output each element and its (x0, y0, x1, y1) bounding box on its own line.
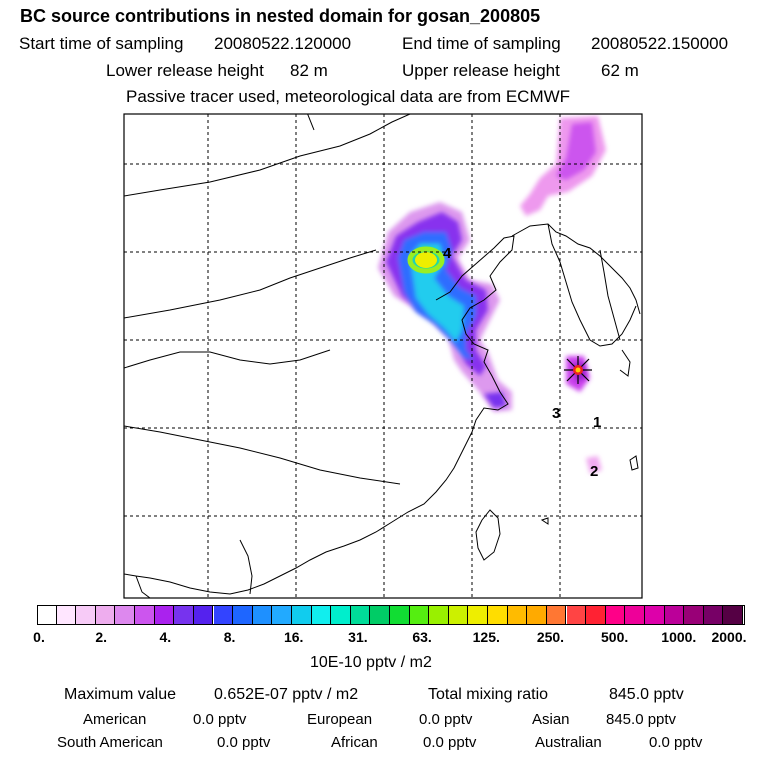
colorbar-tick-label: 63. (412, 629, 432, 645)
colorbar-segment (37, 605, 57, 625)
end-time-label: End time of sampling (402, 34, 561, 53)
australian-value: 0.0 pptv (649, 734, 703, 751)
colorbar-segment (507, 605, 528, 625)
start-time-value: 20080522.120000 (214, 34, 352, 53)
south-american-value: 0.0 pptv (217, 734, 271, 751)
asian-value: 845.0 pptv (606, 711, 677, 728)
colorbar-segment (213, 605, 234, 625)
colorbar-segment (56, 605, 77, 625)
receptor-star-icon (564, 356, 592, 384)
colorbar-segment (566, 605, 587, 625)
colorbar-segment (625, 605, 645, 625)
end-time-value: 20080522.150000 (591, 34, 729, 53)
colorbar-frame (37, 605, 745, 625)
colorbar-tick-label: 16. (283, 629, 304, 645)
colorbar-segment (291, 605, 312, 625)
plume-yellow-core (415, 252, 437, 268)
colorbar-segment (390, 605, 410, 625)
colorbar-tick-label: 2000. (711, 629, 747, 645)
colorbar-tick-label: 125. (472, 629, 500, 645)
colorbar-segment (135, 605, 155, 625)
african-label: African (331, 734, 378, 751)
map-frame-bg (124, 114, 642, 598)
lower-release-value: 82 m (290, 61, 328, 80)
colorbar-unit: 10E-10 pptv / m2 (310, 654, 432, 671)
colorbar-segment (546, 605, 567, 625)
plume-yellow-green (407, 246, 445, 274)
colorbar-tick-label: 31. (348, 629, 368, 645)
total-mixing-label: Total mixing ratio (428, 686, 549, 703)
total-mixing-value: 845.0 pptv (609, 686, 684, 703)
colorbar-tick-label: 4. (159, 629, 172, 645)
tracer-note: Passive tracer used, meteorological data… (126, 87, 571, 106)
max-value: 0.652E-07 pptv / m2 (214, 686, 359, 703)
plume-south-patch (586, 456, 602, 474)
colorbar-segment (370, 605, 390, 625)
colorbar-segment (664, 605, 685, 625)
map-label-4: 4 (443, 245, 452, 262)
colorbar-segment (233, 605, 253, 625)
colorbar-tick-label: 500. (601, 629, 629, 645)
american-label: American (83, 711, 147, 728)
colorbar-segment (684, 605, 704, 625)
max-value-label: Maximum value (64, 686, 177, 703)
colorbar-tick-label: 1000. (661, 629, 697, 645)
american-value: 0.0 pptv (193, 711, 247, 728)
african-value: 0.0 pptv (423, 734, 477, 751)
colorbar-segment (331, 605, 351, 625)
colorbar-segment (154, 605, 175, 625)
colorbar-tick-label: 8. (223, 629, 236, 645)
upper-release-value: 62 m (601, 61, 639, 80)
upper-release-label: Upper release height (402, 61, 560, 80)
asian-label: Asian (532, 711, 570, 728)
gridlines (124, 114, 642, 598)
australian-label: Australian (535, 734, 602, 751)
colorbar-segment (350, 605, 371, 625)
colorbar-segment (252, 605, 273, 625)
map-frame (123, 113, 643, 599)
colorbar-segment (429, 605, 449, 625)
colorbar-segment (115, 605, 136, 625)
colorbar-segment (311, 605, 332, 625)
colorbar-segment (605, 605, 626, 625)
colorbar-segment (193, 605, 214, 625)
colorbar-segment (409, 605, 430, 625)
colorbar-segment (174, 605, 194, 625)
colorbar-segment (468, 605, 489, 625)
map-label-1: 1 (593, 414, 601, 431)
plume-northeast-core (556, 122, 596, 180)
european-label: European (307, 711, 373, 728)
lower-release-label: Lower release height (106, 61, 264, 80)
colorbar-segment (488, 605, 508, 625)
colorbar-segment (723, 605, 743, 625)
colorbar-segment (586, 605, 606, 625)
colorbar (37, 605, 745, 625)
european-value: 0.0 pptv (419, 711, 473, 728)
plume-layer (124, 114, 641, 598)
map-label-2: 2 (590, 463, 598, 480)
colorbar-tick-label: 250. (536, 629, 565, 645)
colorbar-segment (95, 605, 116, 625)
colorbar-segment (703, 605, 724, 625)
start-time-label: Start time of sampling (19, 34, 184, 53)
map-title: BC source contributions in nested domain… (20, 6, 541, 26)
colorbar-tick-label: 0. (33, 629, 45, 645)
south-american-label: South American (57, 734, 163, 751)
colorbar-segment (76, 605, 96, 625)
map-label-3: 3 (552, 405, 560, 422)
plume-eastchina-core (484, 392, 506, 408)
colorbar-tick-label: 2. (95, 629, 108, 645)
colorbar-segment (527, 605, 547, 625)
colorbar-segment (272, 605, 292, 625)
colorbar-segment (644, 605, 665, 625)
colorbar-segment (448, 605, 469, 625)
